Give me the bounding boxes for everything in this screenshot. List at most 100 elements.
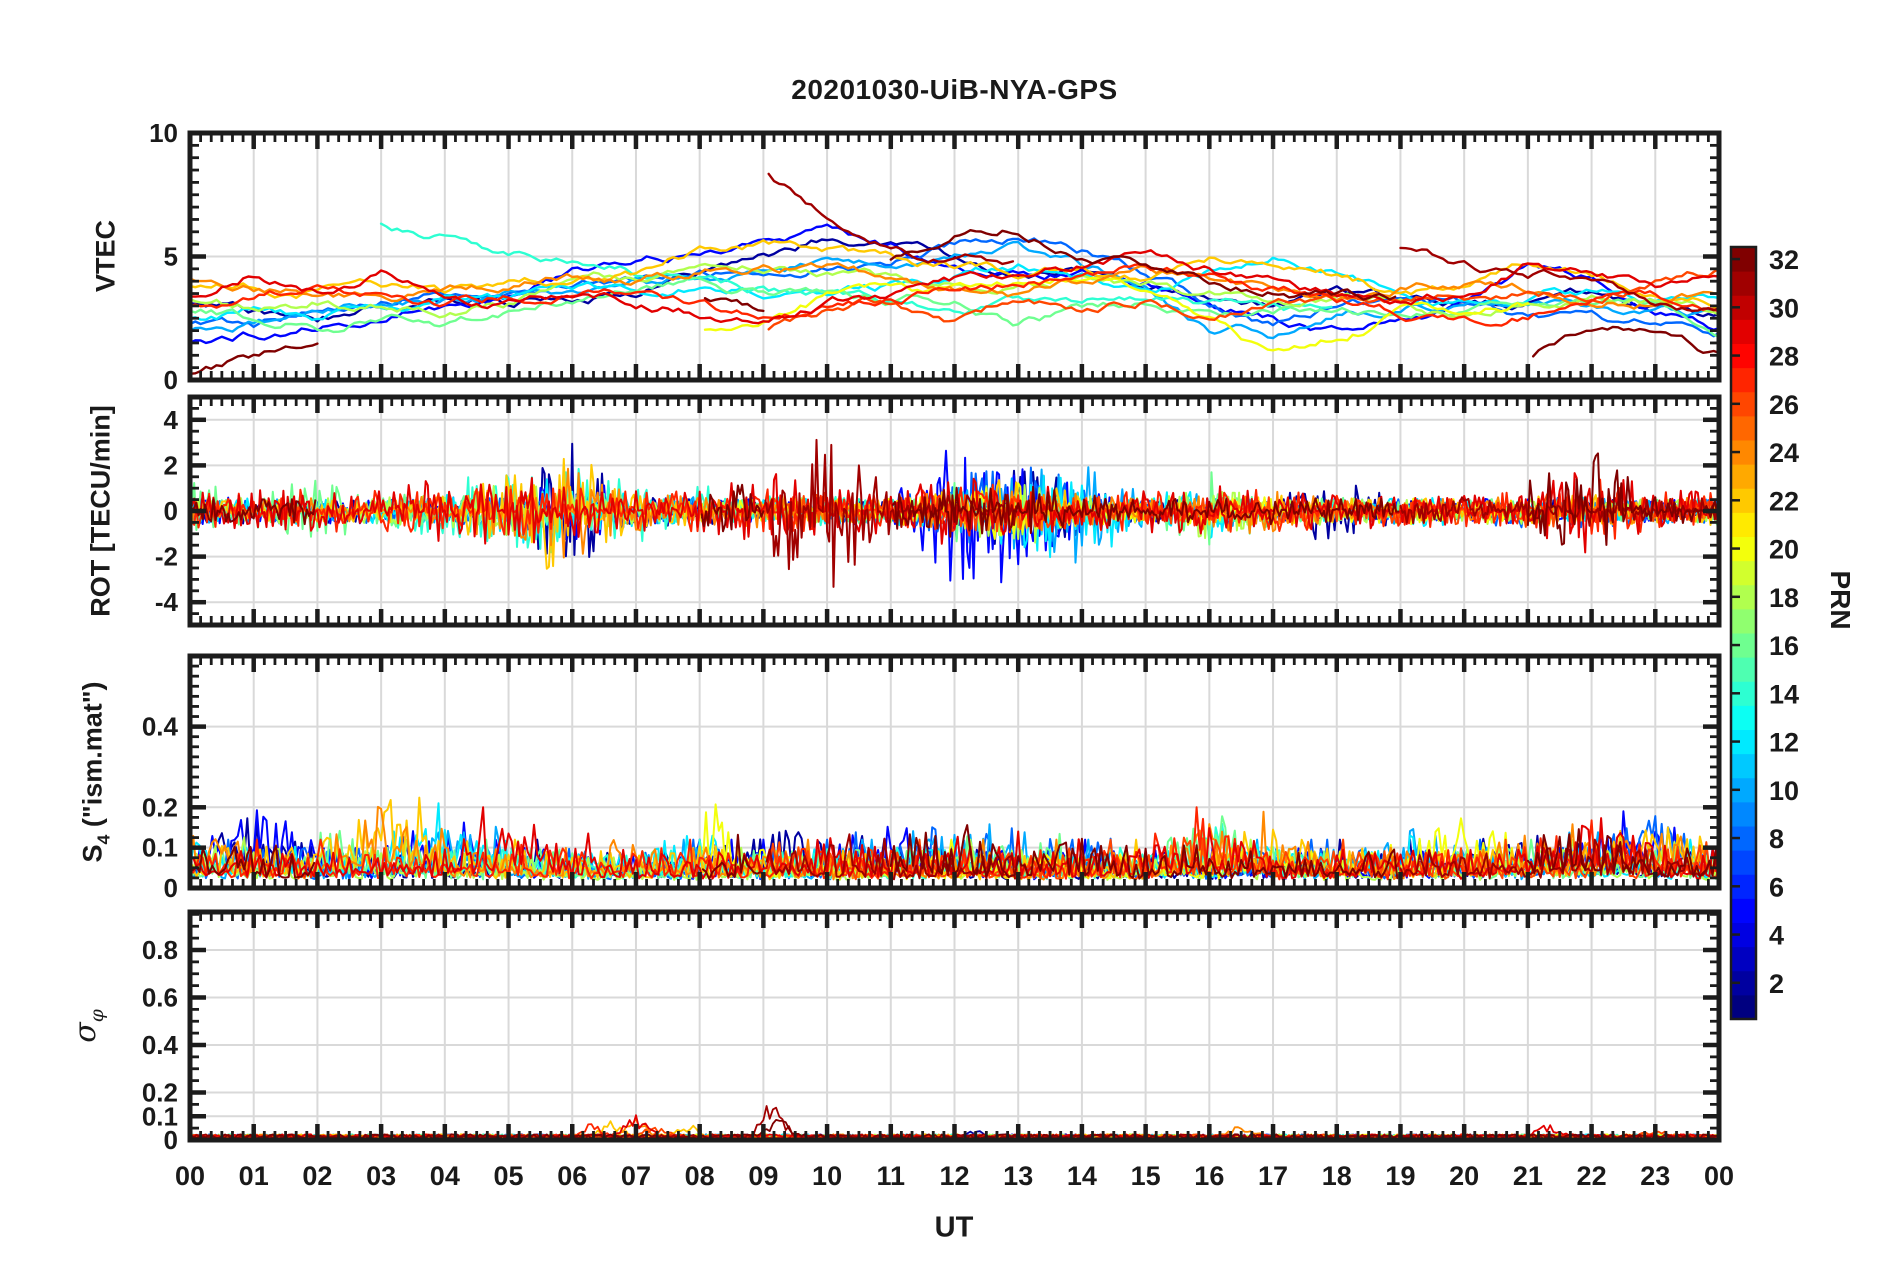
xtick-label: 01 <box>239 1161 269 1191</box>
panel-0-series <box>190 172 1719 375</box>
ytick-label: 0 <box>164 873 178 903</box>
series-prn-32 <box>700 483 765 533</box>
ytick-label: 0 <box>164 496 178 526</box>
xtick-label: 00 <box>1704 1161 1734 1191</box>
ylabel-s4-main: S <box>77 844 108 863</box>
xtick-label: 05 <box>494 1161 524 1191</box>
xtick-label: 02 <box>302 1161 332 1191</box>
xtick-label: 19 <box>1385 1161 1415 1191</box>
xtick-label: 04 <box>430 1161 460 1191</box>
xtick-label: 18 <box>1322 1161 1352 1191</box>
colorbar-level-23 <box>1731 464 1756 489</box>
series-prn-26 <box>767 267 1719 331</box>
ytick-label: 10 <box>149 118 178 148</box>
colorbar-tick-label: 2 <box>1769 969 1784 999</box>
xtick-label: 21 <box>1513 1161 1543 1191</box>
xtick-label: 17 <box>1258 1161 1288 1191</box>
series-prn-29 <box>190 472 1719 554</box>
colorbar-tick-label: 16 <box>1769 631 1799 661</box>
ytick-label: 0.1 <box>142 1101 178 1131</box>
colorbar-tick-label: 20 <box>1769 535 1799 565</box>
series-prn-10 <box>190 240 1719 340</box>
colorbar-level-25 <box>1731 415 1756 441</box>
xtick-label: 22 <box>1577 1161 1607 1191</box>
ylabel-sigma-main: σ <box>67 1022 103 1043</box>
colorbar-level-31 <box>1731 271 1756 296</box>
series-prn-32 <box>703 297 765 313</box>
ytick-label: -4 <box>155 587 179 617</box>
series-prn-32 <box>190 498 317 526</box>
ylabel-s4: S4 ("ism.mat") <box>77 681 114 862</box>
panel-1-series <box>190 438 1719 588</box>
colorbar-tick-label: 24 <box>1769 438 1799 468</box>
colorbar-level-5 <box>1731 898 1756 923</box>
ylabel-vtec-text: VTEC <box>90 219 121 293</box>
colorbar-level-1 <box>1731 994 1756 1020</box>
ylabel-sigma-sub: φ <box>87 1009 109 1023</box>
series-prn-14 <box>379 222 1333 316</box>
series-prn-32 <box>190 844 316 879</box>
series-prn-22 <box>190 239 1719 311</box>
colorbar-level-15 <box>1731 657 1756 682</box>
series-prn-32 <box>1526 452 1719 546</box>
colorbar-level-7 <box>1731 850 1756 875</box>
ytick-label: 2 <box>164 450 178 480</box>
xtick-label: 10 <box>812 1161 842 1191</box>
xtick-label: 11 <box>877 1161 906 1191</box>
colorbar-tick-label: 22 <box>1769 486 1799 516</box>
series-prn-32 <box>1531 325 1719 358</box>
colorbar-level-27 <box>1731 367 1756 393</box>
xtick-label: 09 <box>748 1161 778 1191</box>
ytick-label: 0.8 <box>142 935 178 965</box>
ytick-label: 0.2 <box>142 792 178 822</box>
xtick-label: 07 <box>621 1161 651 1191</box>
colorbar-level-17 <box>1731 608 1756 634</box>
panel-2: 0 0.1 0.2 0.4 <box>142 653 1722 903</box>
ylabel-rot-text: ROT [TECU/min] <box>85 405 116 617</box>
ylabel-vtec: VTEC <box>91 220 122 292</box>
series-prn-32 <box>190 342 319 375</box>
colorbar-tick-label: 8 <box>1769 824 1784 854</box>
series-prn-16 <box>190 276 1719 338</box>
colorbar-level-9 <box>1731 801 1756 827</box>
series-prn-32 <box>889 824 1399 880</box>
colorbar-tick-label: 18 <box>1769 583 1799 613</box>
panel-1: -4 -2 0 2 4 <box>155 394 1722 628</box>
xtick-label: 08 <box>685 1161 715 1191</box>
series-prn-32 <box>701 833 765 880</box>
ylabel-s4-rest: ("ism.mat") <box>77 681 108 835</box>
colorbar-tick-label: 14 <box>1769 679 1799 709</box>
ytick-label: 4 <box>164 405 179 435</box>
series-prn-32 <box>1526 828 1719 880</box>
series-prn-31 <box>767 172 1015 266</box>
series-prn-32 <box>889 228 1397 301</box>
xtick-label: 15 <box>1131 1161 1161 1191</box>
xtick-label: 06 <box>557 1161 587 1191</box>
colorbar-tick-label: 4 <box>1769 921 1784 951</box>
panel-3: 00.10.2 0.4 0.6 0.8 <box>142 909 1722 1155</box>
ytick-label: 0.2 <box>142 1078 178 1108</box>
colorbar-level-3 <box>1731 946 1756 972</box>
ylabel-sigma-phi: σφ <box>68 1009 108 1043</box>
colorbar-tick-label: 12 <box>1769 728 1799 758</box>
colorbar-level-29 <box>1731 319 1756 344</box>
ytick-label: -2 <box>155 542 178 572</box>
ytick-label: 5 <box>164 242 178 272</box>
series-prn-31 <box>1399 838 1719 880</box>
colorbar-tick-label: 32 <box>1769 245 1799 275</box>
xtick-label: 14 <box>1067 1161 1097 1191</box>
ytick-label: 0.6 <box>142 983 178 1013</box>
chart-title: 20201030-UiB-NYA-GPS <box>791 74 1118 105</box>
series-prn-29 <box>190 249 1719 325</box>
colorbar-tick-label: 10 <box>1769 776 1799 806</box>
colorbar-tick-label: 6 <box>1769 872 1784 902</box>
colorbar-tick-label: 26 <box>1769 390 1799 420</box>
ytick-label: 0.4 <box>142 1030 179 1060</box>
series-prn-31 <box>764 438 1020 588</box>
series-prn-27 <box>190 263 1719 327</box>
xtick-label: 00 <box>175 1161 205 1191</box>
colorbar-level-13 <box>1731 705 1756 730</box>
